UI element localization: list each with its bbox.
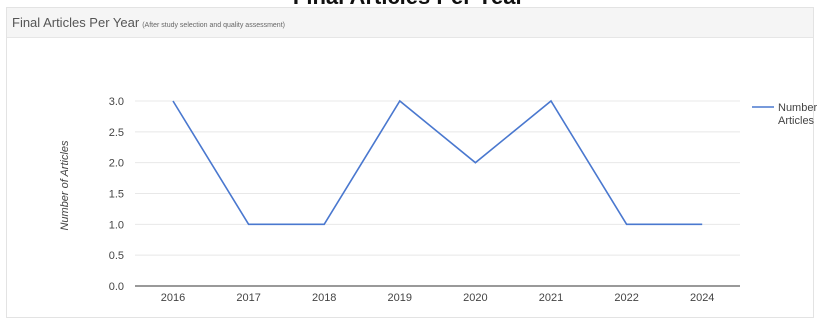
x-tick-label: 2016 xyxy=(161,292,185,304)
data-point xyxy=(473,160,478,165)
data-point xyxy=(700,222,705,227)
x-tick-label: 2021 xyxy=(539,292,563,304)
grid-lines xyxy=(135,101,740,255)
y-tick-labels: 0.0 0.5 1.0 1.5 2.0 2.5 3.0 xyxy=(109,96,124,293)
x-tick-label: 2019 xyxy=(388,292,412,304)
data-point xyxy=(624,222,629,227)
data-point xyxy=(171,99,176,104)
x-tick-label: 2020 xyxy=(463,292,487,304)
y-tick-label: 1.0 xyxy=(109,219,124,231)
y-tick-label: 2.0 xyxy=(109,158,124,170)
data-point xyxy=(246,222,251,227)
data-point xyxy=(397,99,402,104)
y-tick-label: 2.5 xyxy=(109,127,124,139)
x-tick-label: 2024 xyxy=(690,292,714,304)
y-tick-label: 3.0 xyxy=(109,96,124,108)
y-axis-title: Number of Articles xyxy=(59,140,71,231)
x-tick-label: 2017 xyxy=(236,292,260,304)
legend-label: Articles xyxy=(778,115,815,127)
y-tick-label: 1.5 xyxy=(109,189,124,201)
data-point xyxy=(549,99,554,104)
y-tick-label: 0.5 xyxy=(109,250,124,262)
x-tick-labels: 2016 2017 2018 2019 2020 2021 2022 2024 xyxy=(161,292,715,304)
y-tick-label: 0.0 xyxy=(109,281,124,293)
x-tick-label: 2018 xyxy=(312,292,336,304)
legend-label: Number xyxy=(778,102,817,114)
data-point xyxy=(322,222,327,227)
x-tick-label: 2022 xyxy=(614,292,638,304)
